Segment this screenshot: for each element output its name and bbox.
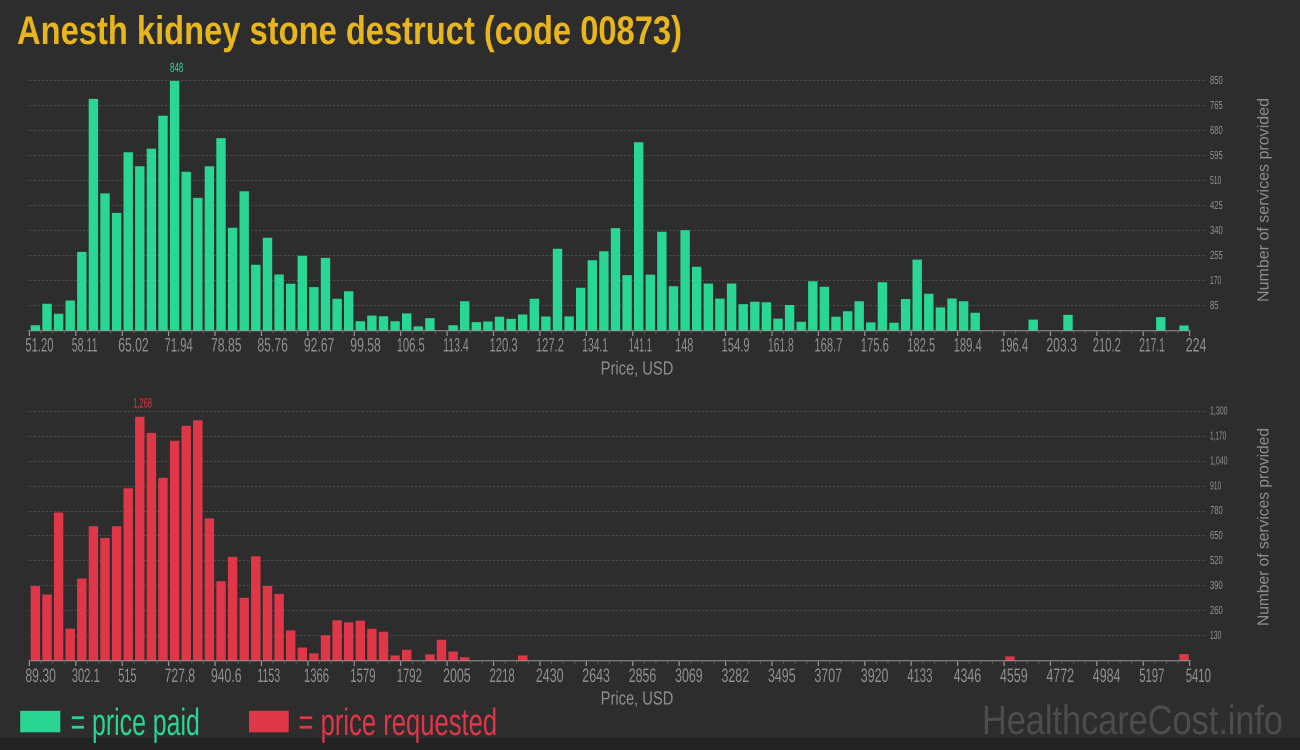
svg-text:3069: 3069 [675, 665, 703, 687]
svg-text:340: 340 [1210, 224, 1223, 237]
svg-text:Price, USD: Price, USD [601, 688, 674, 709]
svg-text:850: 850 [1210, 74, 1223, 87]
svg-text:3495: 3495 [768, 665, 796, 687]
svg-text:1,268: 1,268 [133, 396, 152, 411]
svg-text:154.9: 154.9 [722, 334, 750, 356]
svg-text:170: 170 [1210, 274, 1222, 287]
svg-text:65.02: 65.02 [118, 334, 149, 356]
svg-text:4559: 4559 [1000, 665, 1028, 687]
svg-text:2643: 2643 [582, 665, 610, 687]
svg-text:130: 130 [1210, 629, 1222, 642]
svg-text:161.8: 161.8 [768, 334, 794, 356]
svg-text:5410: 5410 [1186, 665, 1211, 687]
svg-text:58.11: 58.11 [72, 334, 98, 356]
svg-text:515: 515 [118, 665, 136, 687]
svg-text:217.1: 217.1 [1139, 334, 1165, 356]
svg-text:727.8: 727.8 [165, 665, 196, 687]
svg-text:196.4: 196.4 [1000, 334, 1028, 356]
svg-text:4133: 4133 [907, 665, 932, 687]
svg-text:134.1: 134.1 [582, 334, 608, 356]
svg-text:Number of services provided: Number of services provided [1256, 428, 1273, 626]
svg-text:= price requested: = price requested [299, 702, 498, 744]
svg-text:1579: 1579 [350, 665, 375, 687]
svg-text:89.30: 89.30 [25, 665, 56, 687]
svg-text:106.5: 106.5 [397, 334, 425, 356]
svg-text:4346: 4346 [954, 665, 982, 687]
svg-text:302.1: 302.1 [72, 665, 100, 687]
svg-text:148: 148 [675, 334, 693, 356]
svg-text:141.1: 141.1 [629, 334, 652, 356]
svg-text:Anesth kidney stone destruct (: Anesth kidney stone destruct (code 00873… [17, 9, 682, 53]
svg-text:520: 520 [1210, 554, 1223, 567]
svg-text:595: 595 [1210, 149, 1223, 162]
svg-text:2218: 2218 [490, 665, 515, 687]
svg-text:848: 848 [170, 60, 183, 75]
svg-text:4984: 4984 [1093, 665, 1121, 687]
svg-text:51.20: 51.20 [25, 334, 53, 356]
svg-text:680: 680 [1210, 124, 1223, 137]
svg-text:182.5: 182.5 [907, 334, 935, 356]
svg-text:85.76: 85.76 [257, 334, 288, 356]
svg-text:425: 425 [1210, 199, 1223, 212]
svg-text:260: 260 [1210, 604, 1223, 617]
svg-text:3707: 3707 [814, 665, 842, 687]
svg-text:210.2: 210.2 [1093, 334, 1121, 356]
svg-text:2856: 2856 [629, 665, 657, 687]
svg-text:510: 510 [1210, 174, 1222, 187]
svg-text:255: 255 [1210, 249, 1223, 262]
svg-text:3920: 3920 [861, 665, 889, 687]
svg-text:765: 765 [1210, 99, 1223, 112]
svg-text:99.58: 99.58 [350, 334, 381, 356]
svg-text:Price, USD: Price, USD [601, 358, 674, 379]
svg-text:5197: 5197 [1139, 665, 1164, 687]
svg-text:780: 780 [1210, 504, 1223, 517]
svg-text:1,040: 1,040 [1210, 454, 1228, 467]
svg-text:Number of services provided: Number of services provided [1256, 98, 1273, 302]
svg-text:3282: 3282 [722, 665, 750, 687]
svg-text:910: 910 [1210, 479, 1222, 492]
svg-text:78.85: 78.85 [211, 334, 242, 356]
svg-text:390: 390 [1210, 579, 1223, 592]
svg-text:4772: 4772 [1046, 665, 1074, 687]
svg-text:1366: 1366 [304, 665, 329, 687]
svg-text:92.67: 92.67 [304, 334, 335, 356]
svg-text:203.3: 203.3 [1046, 334, 1077, 356]
svg-text:650: 650 [1210, 529, 1223, 542]
svg-text:1,300: 1,300 [1210, 405, 1228, 418]
svg-text:= price paid: = price paid [71, 702, 200, 744]
svg-text:1792: 1792 [397, 665, 422, 687]
svg-text:113.4: 113.4 [443, 334, 469, 356]
svg-text:127.2: 127.2 [536, 334, 564, 356]
svg-text:224: 224 [1186, 334, 1207, 356]
svg-text:85: 85 [1210, 299, 1219, 312]
svg-text:71.94: 71.94 [165, 334, 193, 356]
svg-text:1153: 1153 [257, 665, 280, 687]
svg-text:120.3: 120.3 [490, 334, 518, 356]
svg-text:2005: 2005 [443, 665, 471, 687]
svg-text:2430: 2430 [536, 665, 564, 687]
svg-text:HealthcareCost.info: HealthcareCost.info [982, 697, 1283, 743]
svg-text:175.6: 175.6 [861, 334, 889, 356]
svg-text:168.7: 168.7 [814, 334, 842, 356]
svg-text:1,170: 1,170 [1210, 430, 1226, 443]
svg-text:189.4: 189.4 [954, 334, 982, 356]
svg-text:940.6: 940.6 [211, 665, 242, 687]
